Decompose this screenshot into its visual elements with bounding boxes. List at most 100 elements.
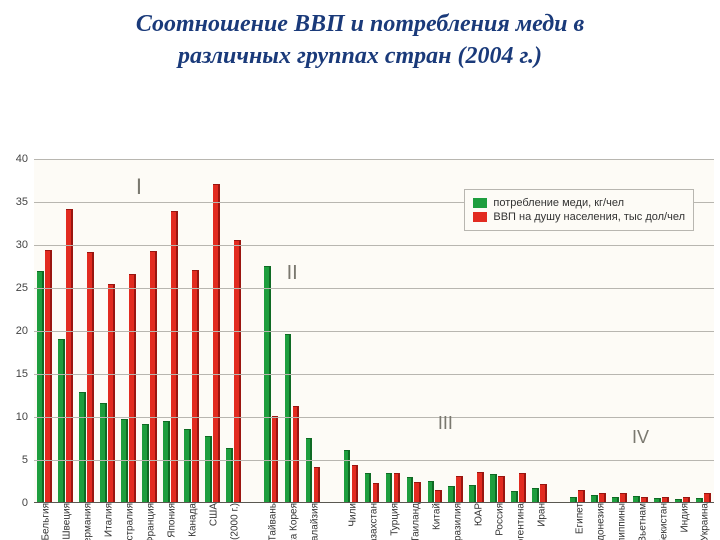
bar-gdp <box>519 473 526 503</box>
y-tick-label: 5 <box>22 454 34 466</box>
bar-copper <box>285 334 292 503</box>
bar-copper <box>163 421 170 503</box>
x-tick-label: Китай <box>427 503 442 530</box>
x-tick-label: Украина <box>696 503 711 540</box>
x-tick-label: Казахстан <box>364 503 379 540</box>
title-line-2: различных группах стран (2004 г.) <box>178 43 542 69</box>
x-tick-label: Италия <box>100 503 115 537</box>
bar-gdp <box>129 274 136 503</box>
bar-copper <box>79 392 86 503</box>
bar-gdp <box>394 473 401 503</box>
bar-gdp <box>477 472 484 503</box>
group-label: II <box>287 262 298 285</box>
x-tick-label: Египет <box>570 503 585 534</box>
bar-copper <box>205 436 212 502</box>
x-tick-label: Бразилия <box>448 503 463 540</box>
bar-copper <box>184 429 191 503</box>
group-label: III <box>438 413 453 434</box>
x-tick-label: Австралия <box>121 503 136 540</box>
bar-copper <box>448 486 455 502</box>
bar-gdp <box>540 484 547 503</box>
x-tick-label: Швеция <box>58 503 73 540</box>
gridline <box>34 417 714 418</box>
bar-gdp <box>498 476 505 503</box>
bar-copper <box>407 477 414 503</box>
bar-gdp <box>87 252 94 502</box>
legend-label: потребление меди, кг/чел <box>493 196 624 210</box>
bar-gdp <box>108 284 115 503</box>
gridline <box>34 159 714 160</box>
legend: потребление меди, кг/челВВП на душу насе… <box>464 189 694 232</box>
x-tick-label: Франция <box>142 503 157 540</box>
y-tick-label: 40 <box>16 153 34 165</box>
bar-copper <box>264 266 271 503</box>
bar-gdp <box>414 482 421 503</box>
bar-copper <box>37 271 44 502</box>
chart-title: Соотношение ВВП и потребления меди в раз… <box>0 0 720 73</box>
x-tick-label: Германия <box>79 503 94 540</box>
legend-row: потребление меди, кг/чел <box>473 196 685 210</box>
x-tick-label: Таиланд <box>406 503 421 540</box>
bar-copper <box>365 473 372 503</box>
legend-swatch <box>473 198 487 208</box>
bar-gdp <box>314 467 321 503</box>
x-tick-label: Турция <box>385 503 400 536</box>
x-tick-label: Иран <box>532 503 547 527</box>
bar-copper <box>306 438 313 503</box>
x-tick-label: ЮАР <box>469 503 484 526</box>
x-tick-label: Республика Корея <box>285 503 300 540</box>
bar-copper <box>490 474 497 503</box>
bar-copper <box>344 450 351 503</box>
x-tick-label: Филиппины <box>612 503 627 540</box>
bar-copper <box>532 488 539 503</box>
x-tick-label: Аргентина <box>511 503 526 540</box>
bar-gdp <box>234 240 241 502</box>
y-tick-label: 30 <box>16 239 34 251</box>
gridline <box>34 288 714 289</box>
bar-gdp <box>213 184 220 503</box>
bar-gdp <box>293 406 300 502</box>
bar-copper <box>121 419 128 503</box>
bar-copper <box>469 485 476 502</box>
legend-swatch <box>473 212 487 222</box>
bar-gdp <box>192 270 199 503</box>
x-tick-label: Вьетнам <box>633 503 648 540</box>
gridline <box>34 374 714 375</box>
x-tick-label: США <box>205 503 220 526</box>
bar-gdp <box>373 483 380 503</box>
chart-plot-area: БельгияШвецияГерманияИталияАвстралияФран… <box>34 159 714 503</box>
bar-gdp <box>456 476 463 503</box>
bar-gdp <box>66 209 73 502</box>
x-tick-label: Индонезия <box>591 503 606 540</box>
bar-copper <box>226 448 233 503</box>
x-axis <box>34 502 714 503</box>
bar-gdp <box>352 465 359 503</box>
gridline <box>34 460 714 461</box>
x-tick-label: Чили <box>343 503 358 527</box>
x-tick-label: Канада <box>184 503 199 537</box>
y-tick-label: 25 <box>16 282 34 294</box>
x-tick-label: Япония <box>163 503 178 538</box>
bar-copper <box>100 403 107 503</box>
title-line-1: Соотношение ВВП и потребления меди в <box>136 11 584 37</box>
y-tick-label: 20 <box>16 325 34 337</box>
y-tick-label: 10 <box>16 411 34 423</box>
x-tick-label: Малайзия <box>306 503 321 540</box>
chart-container: Бельгия Швеция Германия Италия Австралия Фран… <box>0 73 720 540</box>
legend-row: ВВП на душу населения, тыс дол/чел <box>473 210 685 224</box>
y-tick-label: 35 <box>16 196 34 208</box>
y-tick-label: 15 <box>16 368 34 380</box>
x-tick-label: Бельгия <box>37 503 52 540</box>
x-tick-label: Россия <box>490 503 505 536</box>
x-tick-label: икобритания (2000 г.) <box>226 503 241 540</box>
x-tick-label: Индия <box>675 503 690 533</box>
x-tick-label: Тайвань <box>264 503 279 540</box>
y-tick-label: 0 <box>22 497 34 509</box>
group-label: I <box>136 174 142 200</box>
bar-copper <box>428 481 435 503</box>
x-tick-label: Узбекистан <box>654 503 669 540</box>
group-label: IV <box>632 427 649 448</box>
gridline <box>34 245 714 246</box>
gridline <box>34 331 714 332</box>
bar-copper <box>58 339 65 503</box>
